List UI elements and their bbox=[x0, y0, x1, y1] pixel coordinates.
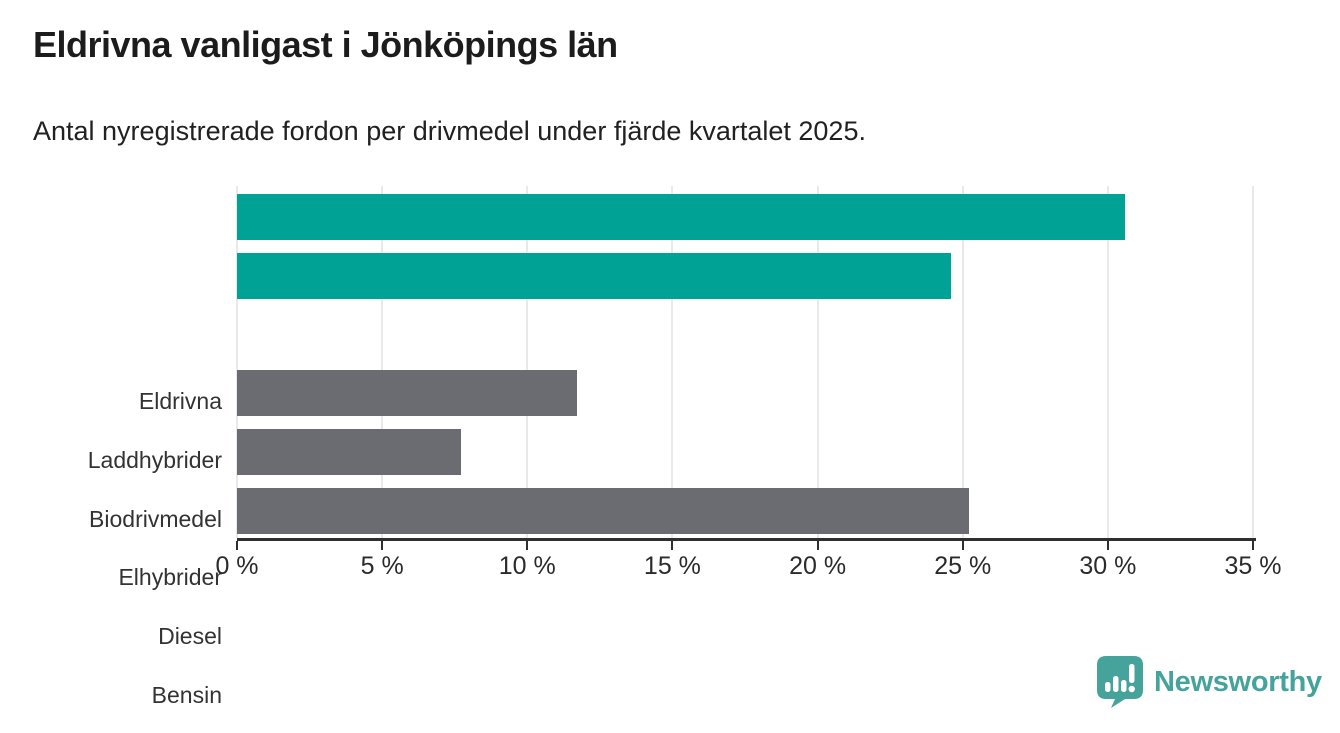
bar-bensin bbox=[237, 487, 969, 534]
bar-row bbox=[237, 186, 1253, 245]
gridline bbox=[1252, 186, 1254, 538]
axis-tick-label: 15 % bbox=[643, 552, 701, 580]
bar-laddhybrider bbox=[237, 252, 952, 299]
bar-diesel bbox=[237, 428, 461, 475]
axis-tick bbox=[961, 541, 964, 550]
newsworthy-logo: Newsworthy bbox=[1096, 655, 1322, 709]
gridline bbox=[1106, 186, 1109, 538]
category-label-laddhybrider: Laddhybrider bbox=[87, 447, 222, 473]
axis-tick-label: 0 % bbox=[215, 552, 259, 580]
gridline bbox=[816, 186, 819, 538]
axis-tick-label: 5 % bbox=[360, 552, 404, 580]
bar-chart: Eldrivna Laddhybrider Biodrivmedel Elhybrid… bbox=[0, 186, 1340, 708]
gridline bbox=[381, 186, 384, 538]
chart-title: Eldrivna vanligast i Jönköpings län bbox=[33, 24, 618, 65]
newsworthy-wordmark: Newsworthy bbox=[1154, 665, 1322, 698]
bar-row bbox=[237, 303, 1253, 362]
axis-tick bbox=[1106, 541, 1109, 550]
axis-tick bbox=[671, 541, 674, 550]
bar-eldrivna bbox=[237, 194, 1126, 241]
newsworthy-bar-chart-bubble-icon bbox=[1096, 655, 1144, 709]
bar-row bbox=[237, 421, 1253, 480]
gridline bbox=[236, 186, 238, 538]
bar-elhybrider bbox=[237, 370, 577, 417]
gridline bbox=[961, 186, 964, 538]
axis-tick-label: 35 % bbox=[1224, 552, 1282, 580]
axis-tick-label: 20 % bbox=[789, 552, 847, 580]
axis-tick bbox=[526, 541, 529, 550]
chart-subtitle: Antal nyregistrerade fordon per drivmede… bbox=[33, 116, 866, 146]
category-label-biodrivmedel: Biodrivmedel bbox=[89, 505, 222, 532]
bar-row bbox=[237, 245, 1253, 304]
category-label-bensin: Bensin bbox=[151, 681, 222, 708]
axis-tick-label: 25 % bbox=[934, 552, 992, 580]
axis-tick bbox=[1252, 541, 1254, 550]
gridline bbox=[526, 186, 529, 538]
axis-tick-label: 10 % bbox=[498, 552, 556, 580]
category-label-diesel: Diesel bbox=[158, 623, 222, 649]
gridline bbox=[671, 186, 674, 538]
axis-tick bbox=[236, 541, 238, 550]
category-label-elhybrider: Elhybrider bbox=[118, 564, 222, 591]
axis-tick bbox=[816, 541, 819, 550]
category-label-eldrivna: Eldrivna bbox=[138, 388, 222, 415]
bar-row bbox=[237, 362, 1253, 421]
axis-tick-label: 30 % bbox=[1079, 552, 1137, 580]
axis-tick bbox=[381, 541, 384, 550]
x-axis-line bbox=[237, 538, 1256, 541]
bar-row bbox=[237, 479, 1253, 538]
plot-area bbox=[236, 186, 1254, 538]
